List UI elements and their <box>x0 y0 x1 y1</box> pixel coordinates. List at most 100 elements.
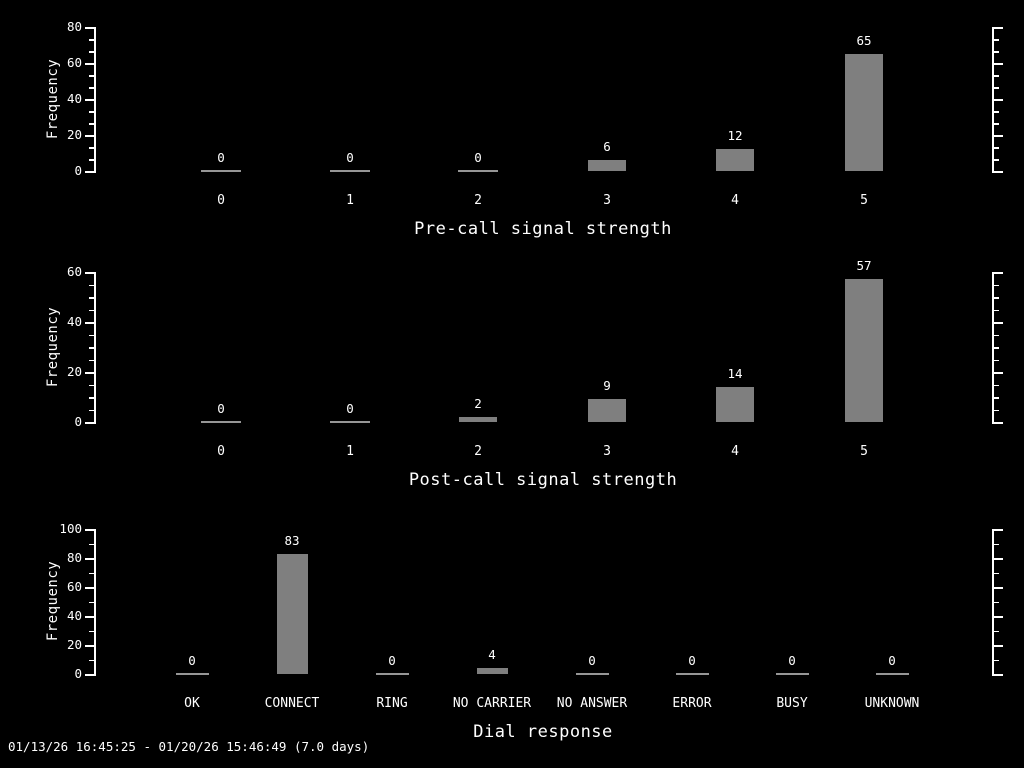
x-axis-category-label: 4 <box>731 193 739 208</box>
y-axis-minor-tick <box>89 309 94 311</box>
y-axis-tick-label: 20 <box>66 127 82 142</box>
bar-1 <box>330 421 370 423</box>
y-axis-minor-tick <box>89 572 94 574</box>
x-axis-category-label: NO CARRIER <box>452 696 532 711</box>
bar-value-label: 57 <box>856 258 872 273</box>
x-axis-category-label: BUSY <box>776 696 808 711</box>
y-axis-minor-tick <box>89 297 94 299</box>
y-axis-major-tick <box>993 322 1003 324</box>
y-axis-major-tick <box>85 171 94 173</box>
y-axis-minor-tick <box>89 409 94 411</box>
y-axis-minor-tick <box>89 51 94 53</box>
bar-3 <box>588 399 626 422</box>
bar-connect <box>277 554 308 674</box>
y-axis-major-tick <box>993 99 1003 101</box>
y-axis-major-tick <box>85 674 94 676</box>
y-axis-minor-tick <box>993 601 999 603</box>
y-axis-minor-tick <box>993 147 999 149</box>
y-axis-minor-tick <box>89 359 94 361</box>
y-axis-tick-label: 0 <box>74 414 82 429</box>
y-axis-minor-tick <box>993 359 999 361</box>
y-axis-minor-tick <box>993 334 999 336</box>
y-axis-tick-label: 60 <box>66 264 82 279</box>
bar-error <box>676 673 709 675</box>
bar-4 <box>716 387 754 422</box>
y-axis-major-tick <box>85 99 94 101</box>
y-axis-minor-tick <box>993 297 999 299</box>
bar-ring <box>376 673 409 675</box>
bar-value-label: 0 <box>346 150 354 165</box>
y-axis-major-tick <box>993 529 1003 531</box>
bar-value-label: 0 <box>688 653 696 668</box>
y-axis-minor-tick <box>993 659 999 661</box>
bar-value-label: 0 <box>388 653 396 668</box>
y-axis-minor-tick <box>993 39 999 41</box>
y-axis-tick-label: 20 <box>66 364 82 379</box>
x-axis-category-label: 5 <box>860 193 868 208</box>
x-axis-title: Dial response <box>473 722 613 742</box>
y-axis-tick-label: 40 <box>66 91 82 106</box>
y-axis-line-right <box>992 27 994 173</box>
y-axis-minor-tick <box>89 147 94 149</box>
bar-value-label: 9 <box>603 378 611 393</box>
x-axis-category-label: ERROR <box>672 696 712 711</box>
y-axis-major-tick <box>85 422 94 424</box>
bar-0 <box>201 170 241 172</box>
y-axis-label: Frequency <box>45 560 61 642</box>
y-axis-minor-tick <box>89 111 94 113</box>
bar-ok <box>176 673 209 675</box>
x-axis-category-label: 2 <box>474 193 482 208</box>
y-axis-major-tick <box>85 645 94 647</box>
bar-value-label: 0 <box>588 653 596 668</box>
y-axis-major-tick <box>85 616 94 618</box>
y-axis-minor-tick <box>993 309 999 311</box>
y-axis-minor-tick <box>993 51 999 53</box>
x-axis-category-label: 0 <box>217 444 225 459</box>
bar-value-label: 6 <box>603 139 611 154</box>
bar-1 <box>330 170 370 172</box>
y-axis-tick-label: 0 <box>74 666 82 681</box>
y-axis-major-tick <box>993 27 1003 29</box>
bar-unknown <box>876 673 909 675</box>
y-axis-major-tick <box>993 63 1003 65</box>
y-axis-tick-label: 80 <box>66 550 82 565</box>
y-axis-minor-tick <box>89 601 94 603</box>
y-axis-line-right <box>992 529 994 676</box>
bar-no-carrier <box>477 668 508 674</box>
y-axis-minor-tick <box>89 384 94 386</box>
y-axis-minor-tick <box>89 87 94 89</box>
y-axis-minor-tick <box>993 159 999 161</box>
bar-busy <box>776 673 809 675</box>
y-axis-minor-tick <box>89 543 94 545</box>
y-axis-tick-label: 0 <box>74 163 82 178</box>
bar-value-label: 0 <box>888 653 896 668</box>
y-axis-minor-tick <box>993 384 999 386</box>
x-axis-category-label: NO ANSWER <box>556 696 628 711</box>
x-axis-category-label: 2 <box>474 444 482 459</box>
y-axis-minor-tick <box>89 397 94 399</box>
x-axis-title: Pre-call signal strength <box>414 219 672 239</box>
y-axis-tick-label: 60 <box>66 579 82 594</box>
y-axis-minor-tick <box>993 75 999 77</box>
x-axis-category-label: 3 <box>603 193 611 208</box>
y-axis-tick-label: 20 <box>66 637 82 652</box>
y-axis-major-tick <box>85 27 94 29</box>
y-axis-minor-tick <box>993 572 999 574</box>
x-axis-category-label: 5 <box>860 444 868 459</box>
bar-3 <box>588 160 626 171</box>
x-axis-category-label: 1 <box>346 193 354 208</box>
x-axis-category-label: UNKNOWN <box>864 696 920 711</box>
y-axis-line-left <box>94 27 96 173</box>
footer-timestamp: 01/13/26 16:45:25 - 01/20/26 15:46:49 (7… <box>8 739 370 754</box>
x-axis-category-label: 4 <box>731 444 739 459</box>
bar-value-label: 65 <box>856 33 872 48</box>
y-axis-major-tick <box>85 558 94 560</box>
y-axis-major-tick <box>993 558 1003 560</box>
y-axis-major-tick <box>85 63 94 65</box>
bar-value-label: 0 <box>217 150 225 165</box>
bar-value-label: 0 <box>217 401 225 416</box>
bar-value-label: 14 <box>727 366 743 381</box>
bar-5 <box>845 54 883 171</box>
